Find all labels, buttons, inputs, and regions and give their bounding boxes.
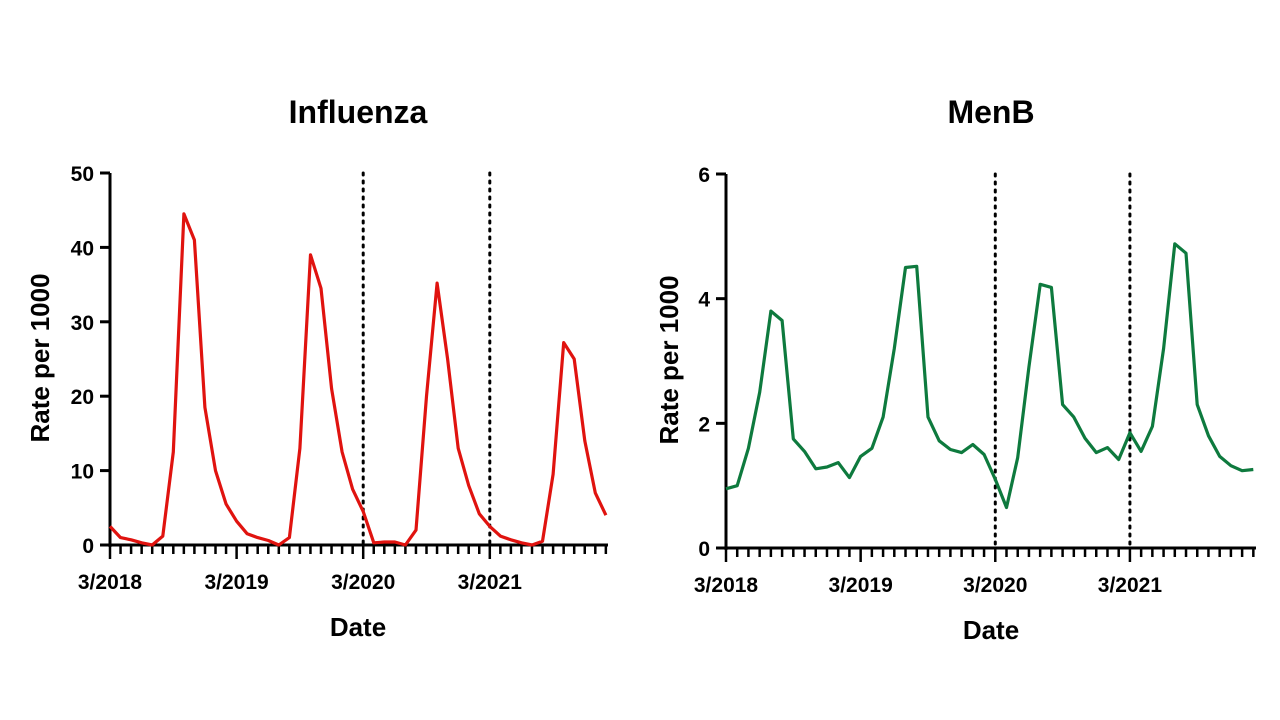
chart-menb: MenB Rate per 1000 Date 0 2 4 6 3/2018 3/2019… [654, 94, 1256, 645]
y-tick-label: 40 [71, 237, 94, 260]
y-tick-label: 4 [698, 289, 710, 312]
y-tick-label: 10 [71, 461, 94, 484]
y-tick-label: 20 [71, 386, 94, 409]
y-axis-label-influenza: Rate per 1000 [25, 273, 55, 442]
series-line [725, 242, 1254, 510]
chart-influenza: Influenza Rate per 1000 Date 0 10 20 30 40 50… [25, 94, 608, 642]
x-axis-label-influenza: Date [330, 612, 386, 642]
series-line [108, 212, 608, 547]
x-tick-label: 3/2021 [458, 571, 523, 594]
y-tick-label: 30 [71, 312, 94, 335]
x-tick-label: 3/2020 [331, 571, 395, 594]
y-tick-label: 0 [698, 538, 710, 561]
x-tick-label: 3/2019 [204, 571, 268, 594]
y-tick-label: 6 [698, 164, 710, 187]
x-tick-label: 3/2021 [1098, 574, 1163, 597]
y-tick-label: 50 [71, 163, 94, 186]
x-tick-label: 3/2019 [829, 574, 893, 597]
y-tick-label: 2 [698, 413, 710, 436]
y-axis-label-menb: Rate per 1000 [654, 275, 684, 444]
plot-area-influenza: 0 10 20 30 40 50 3/2018 3/2019 3/2020 3/2021 [71, 163, 608, 594]
plot-area-menb: 0 2 4 6 3/2018 3/2019 3/2020 3/2021 [694, 164, 1256, 597]
x-tick-label: 3/2018 [78, 571, 143, 594]
x-tick-label: 3/2020 [963, 574, 1027, 597]
chart-title-menb: MenB [947, 94, 1034, 130]
chart-title-influenza: Influenza [289, 94, 428, 130]
y-tick-label: 0 [82, 535, 94, 558]
x-tick-label: 3/2018 [694, 574, 759, 597]
x-axis-label-menb: Date [963, 615, 1019, 645]
